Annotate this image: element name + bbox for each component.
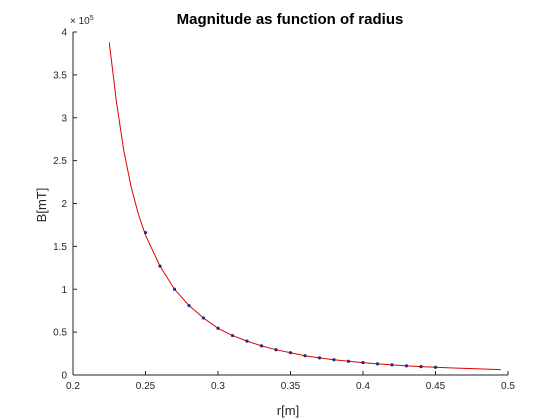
data-point xyxy=(303,354,306,357)
x-tick-label: 0.4 xyxy=(356,381,370,392)
data-point xyxy=(274,348,277,351)
data-point xyxy=(376,362,379,365)
y-axis-label: B[mT] xyxy=(34,188,49,223)
chart-title: Magnitude as function of radius xyxy=(177,11,404,28)
y-tick-label: 1 xyxy=(61,285,67,296)
data-point xyxy=(260,344,263,347)
data-point xyxy=(332,358,335,361)
y-axis-exponent-base: × 10 xyxy=(70,16,90,27)
x-tick-label: 0.25 xyxy=(136,381,156,392)
data-point xyxy=(318,356,321,359)
data-point xyxy=(405,364,408,367)
x-tick-label: 0.35 xyxy=(281,381,301,392)
data-point xyxy=(434,366,437,369)
data-point xyxy=(173,288,176,291)
y-tick-label: 3.5 xyxy=(53,70,67,81)
y-tick-label: 2 xyxy=(61,199,67,210)
y-axis-exponent-power: 5 xyxy=(90,15,94,22)
data-point xyxy=(347,360,350,363)
y-tick-label: 2.5 xyxy=(53,156,67,167)
data-point xyxy=(144,231,147,234)
y-tick-label: 3 xyxy=(61,113,67,124)
x-tick-label: 0.3 xyxy=(211,381,225,392)
data-point xyxy=(187,304,190,307)
data-point xyxy=(390,363,393,366)
data-point xyxy=(231,334,234,337)
x-tick-label: 0.2 xyxy=(66,381,80,392)
data-point xyxy=(202,316,205,319)
data-point xyxy=(245,340,248,343)
y-tick-label: 1.5 xyxy=(53,242,67,253)
y-tick-label: 0 xyxy=(61,371,67,382)
data-point xyxy=(289,351,292,354)
x-axis-label: r[m] xyxy=(277,403,299,418)
data-point xyxy=(158,264,161,267)
x-tick-label: 0.5 xyxy=(501,381,515,392)
y-tick-label: 0.5 xyxy=(53,328,67,339)
x-tick-label: 0.45 xyxy=(426,381,446,392)
data-point xyxy=(361,361,364,364)
data-point xyxy=(216,327,219,330)
y-tick-label: 4 xyxy=(61,28,67,39)
data-point xyxy=(419,365,422,368)
